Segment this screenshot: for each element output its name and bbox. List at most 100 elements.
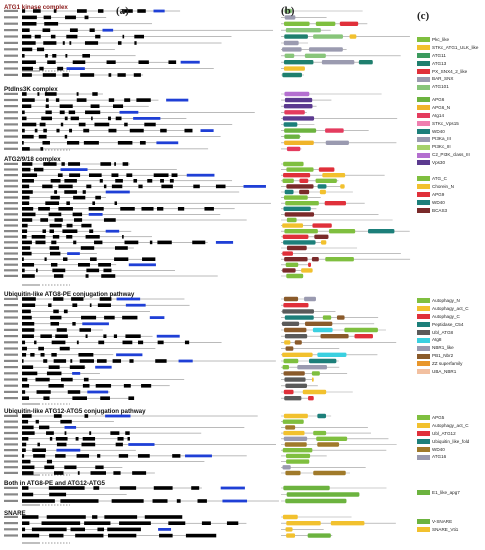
- exon-block: [53, 274, 64, 278]
- exon-block: [82, 437, 96, 441]
- legend-item: ZZ superfamily: [417, 361, 469, 369]
- legend-label: Peptidase_C54: [432, 321, 464, 327]
- gene-id-mark: [4, 454, 18, 457]
- exon-block: [157, 207, 164, 211]
- gene-id-mark: [4, 196, 18, 199]
- exon-block: [63, 309, 68, 314]
- gene-id-mark: [4, 224, 18, 227]
- exon-block: [22, 334, 34, 338]
- exon-block: [124, 122, 128, 127]
- protein-domain: [282, 251, 293, 256]
- exon-block: [153, 173, 169, 177]
- legend-item: E1_like_apg7: [417, 490, 460, 498]
- exon-block: [22, 190, 33, 194]
- legend-swatch: [417, 490, 430, 496]
- protein-domain: [284, 396, 302, 401]
- exon-block: [185, 533, 217, 538]
- exon-block: [22, 179, 34, 183]
- exon-block: [172, 454, 181, 458]
- gene-id-mark: [4, 135, 18, 138]
- exon-block: [90, 104, 100, 108]
- gene-id-mark: [4, 269, 18, 272]
- exon-block: [119, 486, 137, 490]
- legend-label: Ubl_ATG12: [432, 430, 456, 436]
- exon-block: [76, 98, 87, 102]
- legend-label: V-SNARE: [432, 519, 453, 524]
- exon-block: [65, 54, 68, 58]
- legend-item: APG6: [417, 97, 470, 105]
- protein-domain: [319, 189, 326, 195]
- exon-block: [53, 414, 62, 418]
- exon-block: [41, 521, 81, 525]
- gene-id-mark: [4, 316, 18, 319]
- protein-domain: [284, 21, 310, 26]
- exon-block: [22, 122, 37, 127]
- exon-block: [54, 190, 58, 194]
- utr-block: [158, 528, 172, 531]
- exon-block: [56, 442, 67, 447]
- legend-swatch: [417, 60, 430, 66]
- exon-block: [22, 128, 25, 133]
- legend-atg8: Autophagy_N Autophagy_act_C Autophagy_C Pep…: [417, 298, 469, 377]
- exon-block: [22, 492, 34, 497]
- protein-domain: [321, 60, 355, 65]
- gene-id-mark: [4, 67, 18, 70]
- protein-domain: [316, 436, 348, 441]
- legend-label: WD40: [432, 199, 445, 205]
- panel-label-b: (b): [281, 5, 295, 17]
- legend-label: Autophagy_act_C: [432, 422, 469, 428]
- protein-domain: [325, 257, 354, 262]
- legend-label: BAR_SNX: [432, 76, 454, 82]
- exon-block: [184, 340, 190, 345]
- exon-block: [74, 218, 83, 222]
- exon-block: [43, 15, 52, 20]
- protein-domain: [304, 53, 326, 58]
- exon-block: [44, 22, 59, 26]
- gene-id-mark: [4, 246, 18, 249]
- legend-swatch: [417, 207, 430, 213]
- legend-atg1: Pkc_like STKc_ATG1_ULK_like ATG11 ATG13 PX_S…: [417, 37, 478, 92]
- exon-block: [40, 218, 49, 222]
- protein-domain: [336, 315, 345, 320]
- gene-id-mark: [4, 235, 18, 238]
- gene-id-mark: [4, 202, 18, 205]
- exon-block: [42, 184, 53, 189]
- legend-label: ATG13: [432, 60, 447, 66]
- protein-domain: [284, 53, 295, 58]
- legend-swatch: [417, 144, 430, 150]
- exon-block: [40, 334, 52, 338]
- exon-block: [106, 60, 116, 64]
- exon-block: [22, 195, 30, 200]
- exon-block: [66, 235, 73, 239]
- legend-label: APG9: [432, 191, 445, 197]
- utr-block: [105, 229, 120, 233]
- exon-block: [54, 471, 64, 475]
- exon-block: [215, 184, 226, 189]
- protein-domain: [282, 234, 309, 239]
- exon-block: [160, 179, 164, 183]
- protein-domain: [282, 365, 289, 370]
- exon-block: [60, 377, 73, 382]
- exon-block: [22, 533, 40, 538]
- gene-id-mark: [4, 54, 18, 57]
- legend-label: WD40: [432, 446, 445, 452]
- exon-block: [49, 246, 60, 250]
- exon-block: [103, 218, 116, 222]
- exon-block: [108, 98, 115, 102]
- legend-item: UBA_NBR1: [417, 369, 469, 377]
- exon-block: [22, 431, 35, 435]
- exon-block: [197, 499, 207, 503]
- exon-block: [43, 359, 48, 363]
- protein-domain: [354, 334, 373, 339]
- legend-swatch: [417, 306, 430, 312]
- protein-domain: [315, 21, 336, 26]
- legend-swatch: [417, 68, 430, 74]
- exon-block: [103, 184, 107, 189]
- exon-block: [22, 60, 36, 64]
- exon-block: [97, 527, 105, 532]
- gene-id-mark: [4, 372, 18, 375]
- exon-block: [141, 384, 152, 388]
- exon-block: [22, 207, 34, 211]
- exon-block: [70, 116, 79, 121]
- legend-label: PI3Ka_III: [432, 136, 451, 142]
